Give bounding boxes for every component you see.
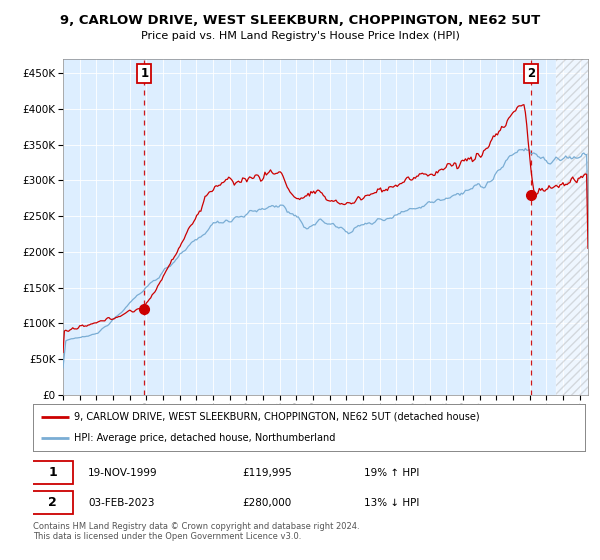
- FancyBboxPatch shape: [32, 461, 73, 484]
- Text: 9, CARLOW DRIVE, WEST SLEEKBURN, CHOPPINGTON, NE62 5UT (detached house): 9, CARLOW DRIVE, WEST SLEEKBURN, CHOPPIN…: [74, 412, 480, 422]
- FancyBboxPatch shape: [32, 491, 73, 515]
- Text: 13% ↓ HPI: 13% ↓ HPI: [364, 498, 419, 508]
- Text: £280,000: £280,000: [243, 498, 292, 508]
- Text: 2: 2: [527, 67, 535, 81]
- Text: 1: 1: [140, 67, 148, 81]
- Text: £119,995: £119,995: [243, 468, 293, 478]
- Text: 2: 2: [48, 496, 57, 510]
- Text: HPI: Average price, detached house, Northumberland: HPI: Average price, detached house, Nort…: [74, 433, 336, 444]
- Text: 1: 1: [48, 466, 57, 479]
- Text: 03-FEB-2023: 03-FEB-2023: [88, 498, 155, 508]
- Text: 19-NOV-1999: 19-NOV-1999: [88, 468, 158, 478]
- Text: 19% ↑ HPI: 19% ↑ HPI: [364, 468, 419, 478]
- Text: Price paid vs. HM Land Registry's House Price Index (HPI): Price paid vs. HM Land Registry's House …: [140, 31, 460, 41]
- Text: Contains HM Land Registry data © Crown copyright and database right 2024.
This d: Contains HM Land Registry data © Crown c…: [33, 522, 359, 542]
- Text: 9, CARLOW DRIVE, WEST SLEEKBURN, CHOPPINGTON, NE62 5UT: 9, CARLOW DRIVE, WEST SLEEKBURN, CHOPPIN…: [60, 14, 540, 27]
